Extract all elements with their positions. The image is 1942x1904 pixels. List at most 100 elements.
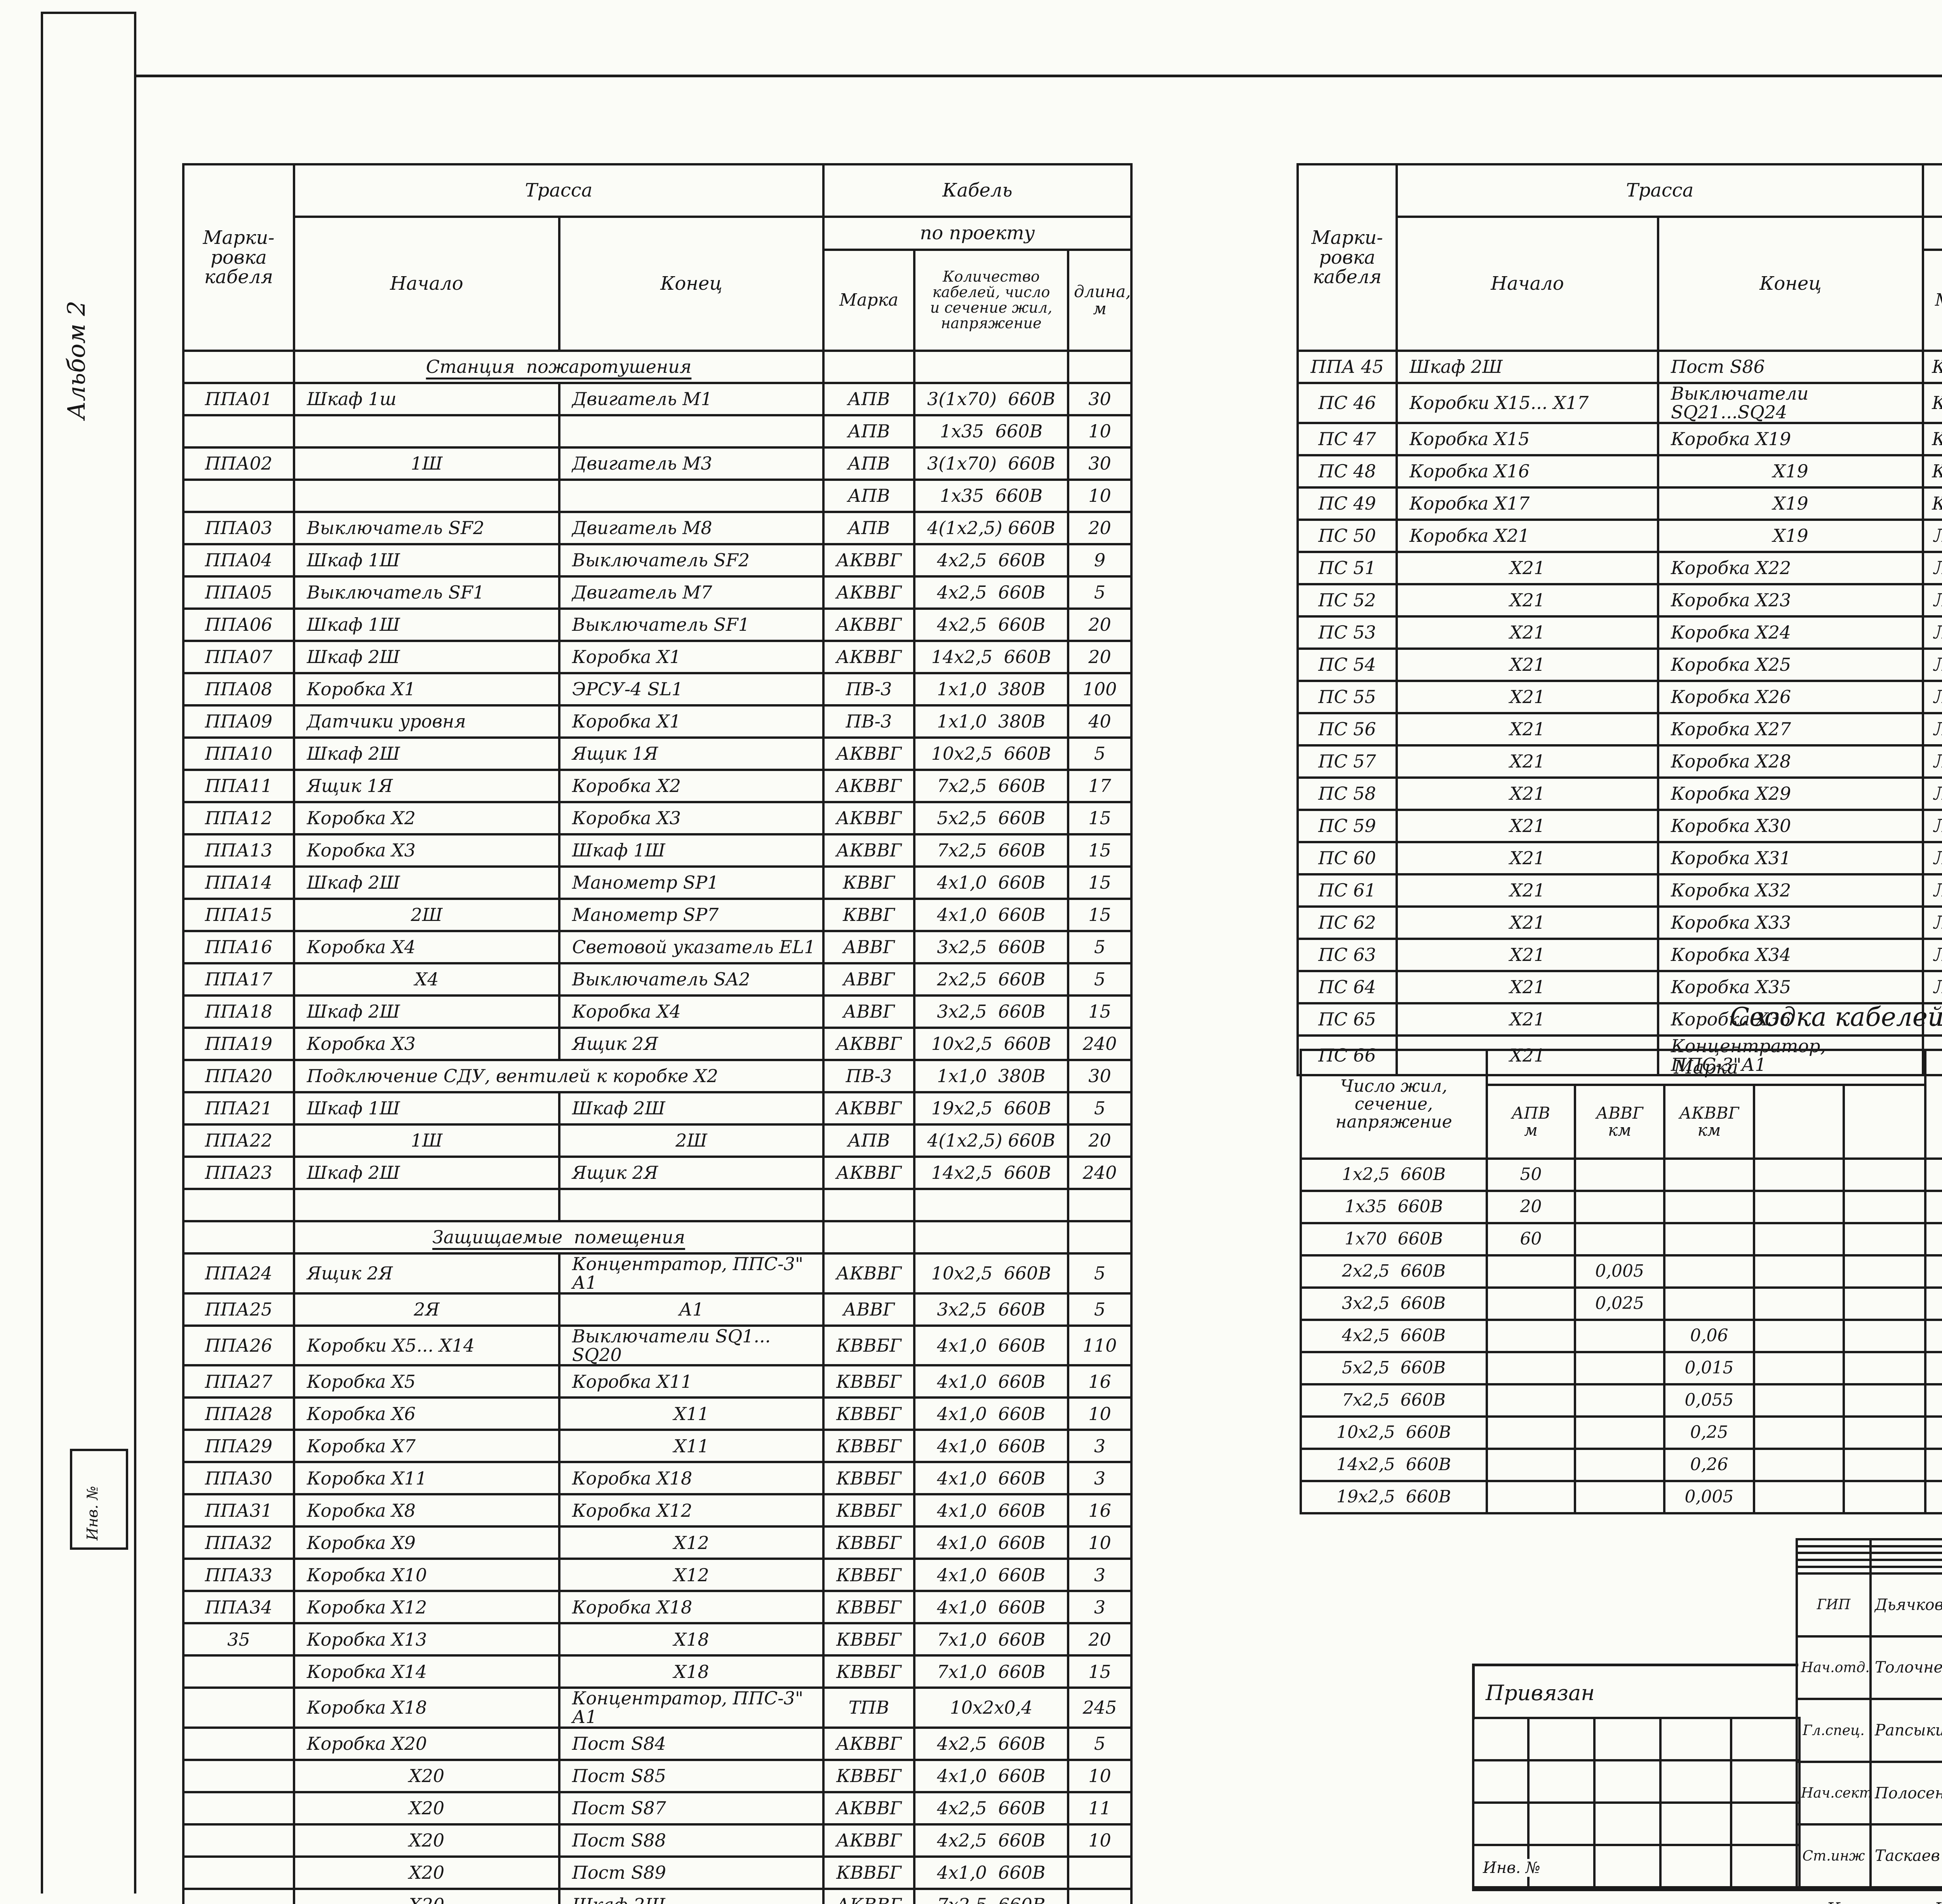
cell-value: 0,055 xyxy=(1663,1383,1755,1418)
cell-start: Шкаф 1ш xyxy=(293,382,560,416)
cell-mark: ПС 60 xyxy=(1296,841,1398,875)
cell-mark xyxy=(182,350,295,384)
cell-qty: 10х2,5 660В xyxy=(913,1252,1069,1295)
cell-brand xyxy=(822,1188,915,1222)
cell-mark: ППА26 xyxy=(182,1324,295,1367)
cell-length xyxy=(1067,1188,1133,1222)
cell-cores-left: 4х2,5 660В xyxy=(1300,1319,1488,1353)
cell-cores-right: 20х2х0,4 xyxy=(1924,1319,1942,1353)
cell-mark: ПС 63 xyxy=(1296,937,1398,972)
cell-end: Коробка Х26 xyxy=(1657,679,1924,714)
summary-table: Число жил, сечение, напряжение Марка Чис… xyxy=(1300,1049,1942,1514)
cell-end: Концентратор, ППС-3" А1 xyxy=(558,1686,825,1729)
cell-qty: 2х2,5 660В xyxy=(913,962,1069,997)
cell-value: 0,025 xyxy=(1574,1286,1665,1321)
cell-length xyxy=(1067,1220,1133,1255)
side-stamp-label: Инв. № xyxy=(84,1486,101,1540)
cell-start: Х20 xyxy=(293,1823,560,1858)
cell-start: Ящик 1Я xyxy=(293,769,560,803)
cell-mark: ППА31 xyxy=(182,1493,295,1528)
summary-col-label: Число жил, сечение, напряжение xyxy=(1924,1049,1942,1160)
cell-start: Х21 xyxy=(1396,712,1659,747)
cell-cores-right: 10х2х0,4 xyxy=(1924,1286,1942,1321)
cell-mark: ППА06 xyxy=(182,607,295,642)
cell-name: Толочнев xyxy=(1869,1635,1942,1700)
summary-brand-header: АВВГ км xyxy=(1574,1084,1665,1160)
frame-top-tick xyxy=(41,12,136,14)
cell-length: 20 xyxy=(1067,640,1133,674)
cell-end: Х12 xyxy=(558,1558,825,1592)
revision-cell xyxy=(1593,1759,1662,1804)
cell-end: Коробка Х11 xyxy=(558,1364,825,1399)
cell-end: Х19 xyxy=(1657,454,1924,489)
cell-mark xyxy=(182,1758,295,1793)
cell-length: 11 xyxy=(1067,1791,1133,1826)
cell-end: Коробка Х1 xyxy=(558,704,825,739)
revision-cell xyxy=(1527,1717,1596,1761)
cell-start: Выключатель SF1 xyxy=(293,575,560,610)
cell-cores-left: 10х2,5 660В xyxy=(1300,1415,1488,1450)
col-header-route: Трасса xyxy=(293,163,825,218)
cell-brand: КВВГ xyxy=(822,898,915,932)
cell-end: Пост S85 xyxy=(558,1758,825,1793)
cell-end: Коробка Х35 xyxy=(1657,969,1924,1004)
cell-value xyxy=(1843,1222,1926,1257)
col-header-cable: Кабель xyxy=(1921,163,1942,218)
cell-brand: ЛТВ-П xyxy=(1922,969,1942,1004)
cell-end xyxy=(558,414,825,449)
cell-brand: АВВГ xyxy=(822,962,915,997)
cell-qty: 4(1х2,5) 660В xyxy=(913,1123,1069,1158)
cell-brand: КВВБГ xyxy=(822,1461,915,1496)
cell-start: Х20 xyxy=(293,1791,560,1826)
cell-qty: 4х2,5 660В xyxy=(913,575,1069,610)
cell-brand: ЛТВ-П xyxy=(1922,518,1942,553)
signature-empty-row xyxy=(1796,1565,1942,1575)
cell-start: Х20 xyxy=(293,1887,560,1904)
cell-qty: 1х1,0 380В xyxy=(913,1059,1069,1093)
cell-end: Х18 xyxy=(558,1654,825,1689)
cell-length: 5 xyxy=(1067,575,1133,610)
cell-value xyxy=(1843,1351,1926,1385)
cell-brand: ЛТВ-П xyxy=(1922,744,1942,779)
cell-length: 30 xyxy=(1067,446,1133,481)
cell-brand: ПВ-3 xyxy=(822,704,915,739)
cell-brand: АВВГ xyxy=(822,994,915,1029)
cell-length: 20 xyxy=(1067,1123,1133,1158)
cell-end: Ящик 1Я xyxy=(558,736,825,771)
cell-value xyxy=(1486,1480,1576,1514)
cell-mark: ППА16 xyxy=(182,930,295,964)
signature-row: ГИП Дьячков xyxy=(1796,1572,1942,1638)
cell-value: 20 xyxy=(1486,1190,1576,1224)
revision-cell xyxy=(1472,1717,1530,1761)
cell-value xyxy=(1843,1190,1926,1224)
col-header-mark: Марки- ровка кабеля xyxy=(182,163,295,352)
empty-cell xyxy=(1796,1545,1872,1554)
cell-end xyxy=(558,1188,825,1222)
cell-start: Шкаф 2Ш xyxy=(293,736,560,771)
cell-brand: АКВВГ xyxy=(822,736,915,771)
cell-brand: АКВВГ xyxy=(822,1156,915,1190)
cell-qty: 1х1,0 380В xyxy=(913,672,1069,707)
cell-brand: ЛТВ-П xyxy=(1922,905,1942,940)
cable-row: Коробка Х20 Пост S84 АКВВГ 4х2,5 660В 5 xyxy=(182,1726,1133,1761)
cell-length: 10 xyxy=(1067,1758,1133,1793)
cell-mark: ПС 56 xyxy=(1296,712,1398,747)
cell-end: Выключатели SQ1... SQ20 xyxy=(558,1324,825,1367)
cell-end: Коробка Х33 xyxy=(1657,905,1924,940)
cell-mark: ППА34 xyxy=(182,1590,295,1625)
summary-row: 5х2,5 660В 0,015 xyxy=(1300,1351,1942,1385)
cell-brand: АКВВГ xyxy=(822,543,915,578)
cell-start: Х21 xyxy=(1396,1002,1659,1037)
cell-mark: ППА01 xyxy=(182,382,295,416)
cell-value: 0,26 xyxy=(1663,1448,1755,1482)
cable-row: ППА14 Шкаф 2Ш Манометр SP1 КВВГ 4х1,0 660В 15 xyxy=(182,865,1133,900)
cell-length: 30 xyxy=(1067,1059,1133,1093)
cell-start: Шкаф 2Ш xyxy=(293,994,560,1029)
cable-row: ППА05 Выключатель SF1 Двигатель М7 АКВВГ 4х2… xyxy=(182,575,1133,610)
cell-mark xyxy=(182,1686,295,1729)
col-header-route: Трасса xyxy=(1396,163,1924,218)
cell-brand: АКВВГ xyxy=(822,801,915,835)
cell-mark: ПС 52 xyxy=(1296,583,1398,618)
